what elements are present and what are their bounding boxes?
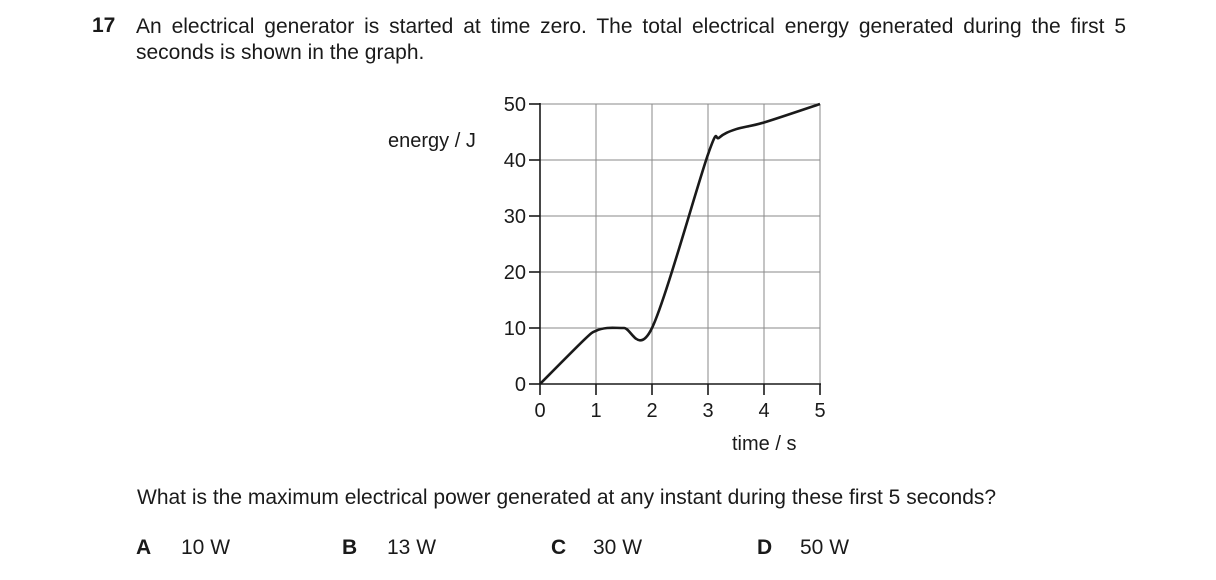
y-tick-label: 20 (504, 262, 526, 284)
y-tick-label: 50 (504, 94, 526, 116)
question-number: 17 (92, 14, 116, 37)
option-a-value: 10 W (181, 536, 231, 559)
graph-tick-labels: 0 10 20 30 40 50 0 1 2 3 4 5 (504, 94, 826, 422)
option-d-letter: D (757, 536, 773, 559)
x-tick-label: 3 (702, 400, 713, 422)
y-tick-label: 40 (504, 150, 526, 172)
x-tick-label: 4 (758, 400, 769, 422)
x-tick-label: 2 (646, 400, 657, 422)
option-c-letter: C (551, 536, 567, 559)
option-a-letter: A (136, 536, 152, 559)
x-tick-label: 0 (534, 400, 545, 422)
graph-grid (540, 103, 821, 384)
option-d-value: 50 W (800, 536, 850, 559)
x-tick-label: 5 (814, 400, 825, 422)
question-prompt: What is the maximum electrical power gen… (137, 486, 997, 509)
x-tick-label: 1 (590, 400, 601, 422)
y-axis-label: energy / J (388, 130, 476, 152)
option-c-value: 30 W (593, 536, 643, 559)
energy-curve (539, 102, 821, 385)
option-b-value: 13 W (387, 536, 437, 559)
x-axis-label: time / s (732, 433, 796, 455)
y-tick-label: 0 (515, 374, 526, 396)
y-tick-label: 30 (504, 206, 526, 228)
y-tick-label: 10 (504, 318, 526, 340)
option-b-letter: B (342, 536, 358, 559)
graph-axes (529, 103, 821, 395)
question-stem: An electrical generator is started at ti… (136, 15, 1126, 64)
